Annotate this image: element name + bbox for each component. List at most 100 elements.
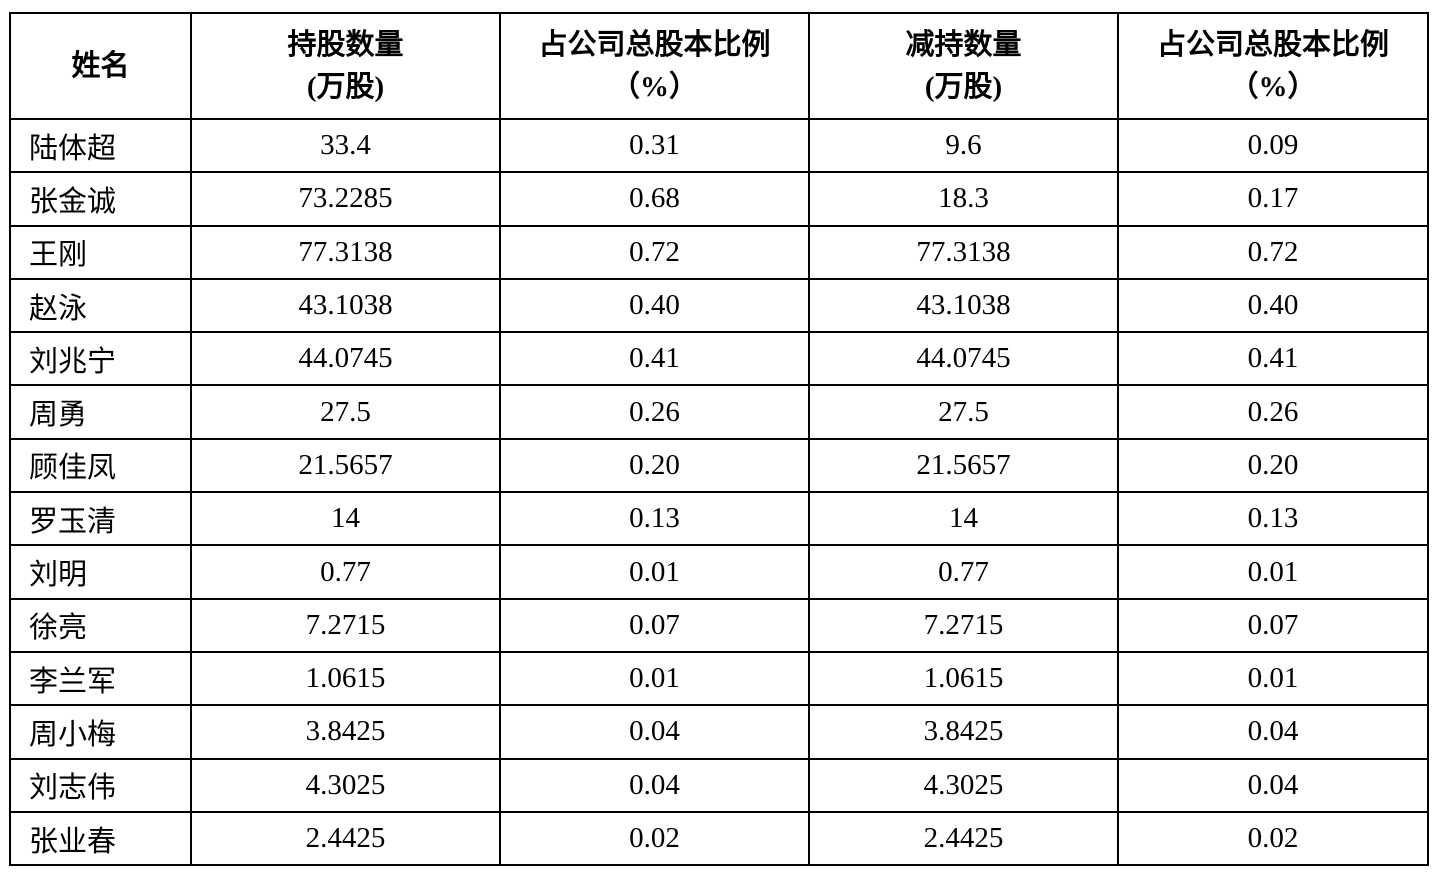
value-cell: 0.20 bbox=[1117, 437, 1429, 494]
name-cell: 张金诚 bbox=[9, 171, 192, 227]
value-cell: 0.20 bbox=[499, 437, 810, 494]
name-cell: 刘志伟 bbox=[9, 757, 192, 813]
value-cell: 27.5 bbox=[190, 384, 501, 440]
name-cell: 陆体超 bbox=[9, 117, 192, 174]
header-text: 姓名 bbox=[71, 50, 130, 82]
value-cell: 0.04 bbox=[499, 704, 810, 760]
value-cell: 0.04 bbox=[1117, 757, 1429, 813]
name-cell: 徐亮 bbox=[9, 597, 192, 653]
value-cell: 4.3025 bbox=[190, 757, 501, 813]
header-cell: 占公司总股本比例 （%） bbox=[499, 12, 810, 120]
value-cell: 0.41 bbox=[1117, 331, 1429, 387]
header-text: (万股) bbox=[306, 71, 385, 103]
header-row: 姓名 持股数量 (万股) 占公司总股本比例 （%） 减持数量 (万股) 占公司总股本比例 （%） bbox=[9, 12, 1429, 120]
value-cell: 0.04 bbox=[499, 757, 810, 813]
table-row: 刘明 0.77 0.01 0.77 0.01 bbox=[9, 544, 1429, 600]
header-cell: 持股数量 (万股) bbox=[190, 12, 501, 120]
value-cell: 0.09 bbox=[1117, 117, 1429, 174]
header-text: （%） bbox=[1229, 71, 1317, 103]
value-cell: 44.0745 bbox=[808, 331, 1119, 387]
value-cell: 33.4 bbox=[190, 117, 501, 174]
value-cell: 77.3138 bbox=[190, 224, 501, 280]
table-row: 刘兆宁 44.0745 0.41 44.0745 0.41 bbox=[9, 331, 1429, 387]
header-text: (万股) bbox=[924, 71, 1003, 103]
value-cell: 1.0615 bbox=[190, 650, 501, 707]
value-cell: 2.4425 bbox=[190, 810, 501, 867]
value-cell: 0.77 bbox=[808, 544, 1119, 600]
value-cell: 0.13 bbox=[499, 491, 810, 547]
value-cell: 3.8425 bbox=[190, 704, 501, 760]
value-cell: 7.2715 bbox=[808, 597, 1119, 653]
value-cell: 0.02 bbox=[1117, 810, 1429, 867]
value-cell: 0.02 bbox=[499, 810, 810, 867]
table-row: 赵泳 43.1038 0.40 43.1038 0.40 bbox=[9, 277, 1429, 334]
value-cell: 44.0745 bbox=[190, 331, 501, 387]
value-cell: 0.01 bbox=[1117, 544, 1429, 600]
name-cell: 顾佳凤 bbox=[9, 437, 192, 494]
table-row: 李兰军 1.0615 0.01 1.0615 0.01 bbox=[9, 650, 1429, 707]
header-text: 占公司总股本比例 bbox=[538, 29, 771, 61]
value-cell: 0.01 bbox=[499, 544, 810, 600]
value-cell: 0.72 bbox=[1117, 224, 1429, 280]
table-row: 顾佳凤 21.5657 0.20 21.5657 0.20 bbox=[9, 437, 1429, 494]
value-cell: 21.5657 bbox=[808, 437, 1119, 494]
value-cell: 0.77 bbox=[190, 544, 501, 600]
table-row: 罗玉清 14 0.13 14 0.13 bbox=[9, 491, 1429, 547]
value-cell: 0.07 bbox=[1117, 597, 1429, 653]
value-cell: 7.2715 bbox=[190, 597, 501, 653]
value-cell: 0.26 bbox=[1117, 384, 1429, 440]
header-text: 占公司总股本比例 bbox=[1156, 29, 1389, 61]
name-cell: 李兰军 bbox=[9, 650, 192, 707]
value-cell: 0.31 bbox=[499, 117, 810, 174]
table-row: 张业春 2.4425 0.02 2.4425 0.02 bbox=[9, 810, 1429, 867]
table-row: 陆体超 33.4 0.31 9.6 0.09 bbox=[9, 117, 1429, 174]
shareholding-table: 姓名 持股数量 (万股) 占公司总股本比例 （%） 减持数量 (万股) 占公司总股本比例 （%）… bbox=[9, 12, 1429, 867]
value-cell: 0.26 bbox=[499, 384, 810, 440]
name-cell: 张业春 bbox=[9, 810, 192, 867]
name-cell: 罗玉清 bbox=[9, 491, 192, 547]
value-cell: 1.0615 bbox=[808, 650, 1119, 707]
value-cell: 21.5657 bbox=[190, 437, 501, 494]
value-cell: 77.3138 bbox=[808, 224, 1119, 280]
value-cell: 3.8425 bbox=[808, 704, 1119, 760]
value-cell: 0.01 bbox=[1117, 650, 1429, 707]
value-cell: 14 bbox=[190, 491, 501, 547]
value-cell: 18.3 bbox=[808, 171, 1119, 227]
name-cell: 刘明 bbox=[9, 544, 192, 600]
value-cell: 43.1038 bbox=[808, 277, 1119, 334]
value-cell: 73.2285 bbox=[190, 171, 501, 227]
value-cell: 0.17 bbox=[1117, 171, 1429, 227]
value-cell: 0.07 bbox=[499, 597, 810, 653]
value-cell: 0.68 bbox=[499, 171, 810, 227]
value-cell: 4.3025 bbox=[808, 757, 1119, 813]
header-text: 减持数量 bbox=[905, 29, 1022, 61]
table-row: 徐亮 7.2715 0.07 7.2715 0.07 bbox=[9, 597, 1429, 653]
value-cell: 14 bbox=[808, 491, 1119, 547]
table-row: 周小梅 3.8425 0.04 3.8425 0.04 bbox=[9, 704, 1429, 760]
header-cell: 占公司总股本比例 （%） bbox=[1117, 12, 1429, 120]
table-row: 刘志伟 4.3025 0.04 4.3025 0.04 bbox=[9, 757, 1429, 813]
value-cell: 43.1038 bbox=[190, 277, 501, 334]
value-cell: 0.13 bbox=[1117, 491, 1429, 547]
value-cell: 0.72 bbox=[499, 224, 810, 280]
table-body: 陆体超 33.4 0.31 9.6 0.09 张金诚 73.2285 0.68 18.3 0.17… bbox=[9, 117, 1429, 867]
table-row: 周勇 27.5 0.26 27.5 0.26 bbox=[9, 384, 1429, 440]
value-cell: 9.6 bbox=[808, 117, 1119, 174]
table-row: 张金诚 73.2285 0.68 18.3 0.17 bbox=[9, 171, 1429, 227]
value-cell: 2.4425 bbox=[808, 810, 1119, 867]
header-cell: 姓名 bbox=[9, 12, 192, 120]
header-text: 持股数量 bbox=[287, 29, 404, 61]
table-row: 王刚 77.3138 0.72 77.3138 0.72 bbox=[9, 224, 1429, 280]
name-cell: 周勇 bbox=[9, 384, 192, 440]
value-cell: 0.40 bbox=[499, 277, 810, 334]
name-cell: 周小梅 bbox=[9, 704, 192, 760]
header-text: （%） bbox=[610, 71, 698, 103]
name-cell: 王刚 bbox=[9, 224, 192, 280]
header-cell: 减持数量 (万股) bbox=[808, 12, 1119, 120]
value-cell: 0.41 bbox=[499, 331, 810, 387]
name-cell: 赵泳 bbox=[9, 277, 192, 334]
value-cell: 0.04 bbox=[1117, 704, 1429, 760]
value-cell: 0.01 bbox=[499, 650, 810, 707]
value-cell: 27.5 bbox=[808, 384, 1119, 440]
